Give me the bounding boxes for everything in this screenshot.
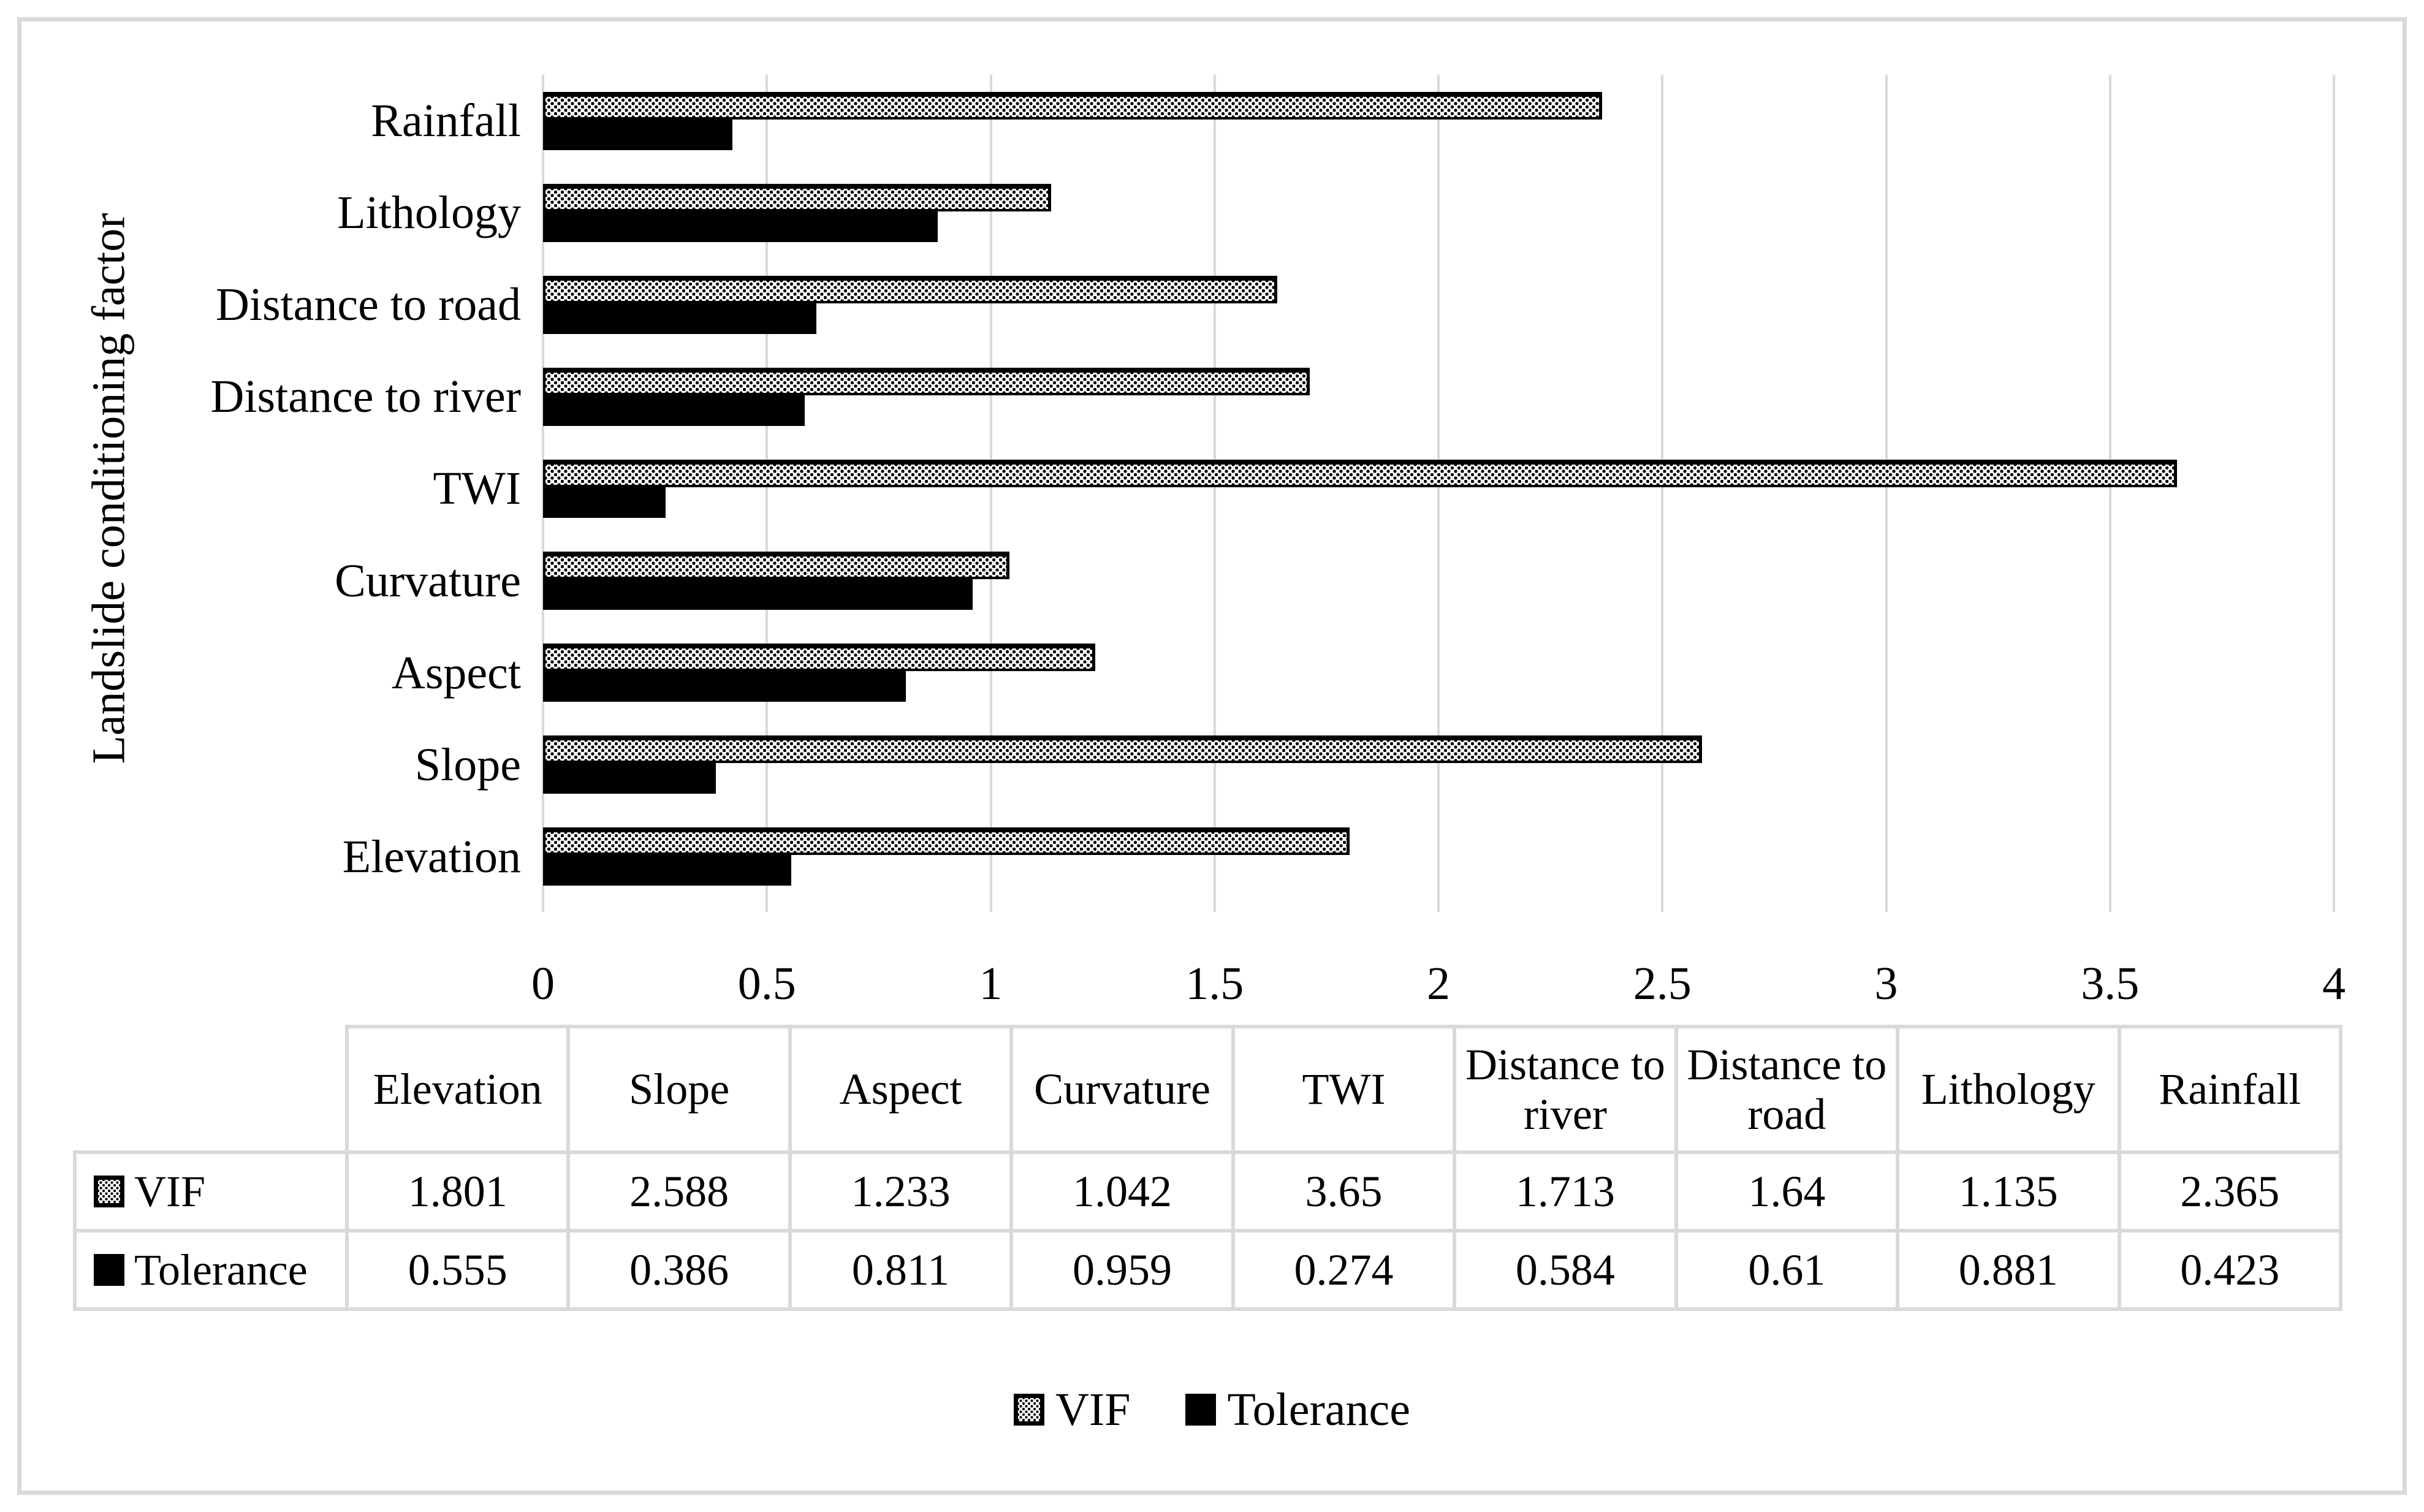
vif-bar bbox=[543, 827, 1350, 856]
table-column-header: Distance to road bbox=[1674, 1025, 1900, 1154]
vif-bar bbox=[543, 735, 1702, 764]
legend-label: Tolerance bbox=[1227, 1383, 1410, 1435]
vif-bar bbox=[543, 460, 2178, 487]
gridline bbox=[1661, 75, 1664, 912]
table-value-cell: 1.64 bbox=[1674, 1150, 1900, 1233]
legend-item: VIF bbox=[1014, 1383, 1130, 1437]
gridline bbox=[766, 75, 769, 912]
gridline bbox=[1213, 75, 1216, 912]
table-value-cell: 0.555 bbox=[344, 1229, 571, 1311]
summary-table: Elevation Slope Aspect Curvature TWI Distance… bbox=[73, 1025, 2342, 1311]
x-axis-tick-label: 3 bbox=[1874, 958, 1898, 1009]
table-column-header: Aspect bbox=[788, 1025, 1014, 1154]
tolerance-bar bbox=[543, 211, 938, 242]
vif-bar bbox=[543, 552, 1010, 580]
table-value-cell: 0.584 bbox=[1453, 1229, 1678, 1311]
table-corner-cell bbox=[75, 1027, 349, 1154]
tolerance-swatch-icon bbox=[1185, 1394, 1217, 1426]
category-label: Curvature bbox=[335, 555, 521, 607]
legend-item: Tolerance bbox=[1185, 1383, 1410, 1437]
table-row: Tolerance 0.555 0.386 0.811 0.959 0.274 0.584 0… bbox=[73, 1229, 2342, 1311]
table-column-header: Slope bbox=[566, 1025, 792, 1154]
x-axis-tick-label: 2.5 bbox=[1633, 958, 1692, 1009]
table-column-header: Curvature bbox=[1009, 1025, 1235, 1154]
tolerance-bar bbox=[543, 763, 716, 794]
category-label: Elevation bbox=[342, 830, 521, 883]
series-label: VIF bbox=[134, 1166, 206, 1216]
table-value-cell: 0.959 bbox=[1009, 1229, 1235, 1311]
tolerance-bar bbox=[543, 855, 792, 886]
tolerance-bar bbox=[543, 487, 666, 518]
table-value-cell: 1.135 bbox=[1896, 1150, 2121, 1233]
category-label: Slope bbox=[414, 739, 521, 791]
table-value-cell: 2.365 bbox=[2117, 1150, 2342, 1233]
category-label: Lithology bbox=[337, 187, 521, 239]
table-value-cell: 2.588 bbox=[566, 1150, 792, 1233]
x-axis-tick-label: 1 bbox=[979, 958, 1003, 1009]
legend-label: VIF bbox=[1055, 1383, 1131, 1435]
x-axis-tick-label: 0.5 bbox=[737, 958, 796, 1009]
gridline bbox=[1885, 75, 1888, 912]
series-row-label: VIF bbox=[73, 1150, 349, 1233]
gridline bbox=[2108, 75, 2111, 912]
x-axis-tick-label: 0 bbox=[531, 958, 555, 1009]
table-row: VIF 1.801 2.588 1.233 1.042 3.65 1.713 1.64 1.13… bbox=[73, 1150, 2342, 1233]
table-value-cell: 1.042 bbox=[1009, 1150, 1235, 1233]
table-column-header: Lithology bbox=[1896, 1025, 2121, 1154]
vif-swatch-icon bbox=[94, 1176, 124, 1207]
x-axis-tick-label: 3.5 bbox=[2081, 958, 2140, 1009]
vif-bar bbox=[543, 367, 1310, 395]
x-axis-tick-label: 2 bbox=[1427, 958, 1450, 1009]
gridline bbox=[989, 75, 992, 912]
table-value-cell: 0.61 bbox=[1674, 1229, 1900, 1311]
tolerance-swatch-icon bbox=[94, 1254, 124, 1286]
category-label: Distance to road bbox=[215, 279, 521, 331]
table-value-cell: 0.811 bbox=[788, 1229, 1014, 1311]
table-column-header: TWI bbox=[1231, 1025, 1457, 1154]
vif-bar bbox=[543, 644, 1095, 672]
tolerance-bar bbox=[543, 303, 816, 334]
vif-swatch-icon bbox=[1014, 1394, 1045, 1426]
series-label: Tolerance bbox=[134, 1245, 308, 1294]
vif-bar bbox=[543, 183, 1052, 211]
tolerance-bar bbox=[543, 395, 805, 426]
table-value-cell: 0.881 bbox=[1896, 1229, 2121, 1311]
table-value-cell: 1.801 bbox=[344, 1150, 571, 1233]
table-value-cell: 0.386 bbox=[566, 1229, 792, 1311]
table-value-cell: 0.274 bbox=[1231, 1229, 1457, 1311]
table-column-header: Rainfall bbox=[2117, 1025, 2342, 1154]
vif-bar bbox=[543, 275, 1278, 303]
category-label: TWI bbox=[433, 463, 521, 515]
tolerance-bar bbox=[543, 119, 732, 150]
gridline bbox=[2333, 75, 2335, 912]
table-value-cell: 0.423 bbox=[2117, 1229, 2342, 1311]
tolerance-bar bbox=[543, 671, 906, 702]
category-label: Rainfall bbox=[371, 95, 521, 146]
x-axis-tick-label: 4 bbox=[2322, 958, 2346, 1009]
category-label: Aspect bbox=[391, 647, 521, 699]
x-axis-tick-label: 1.5 bbox=[1185, 958, 1244, 1009]
legend: VIF Tolerance bbox=[0, 1376, 2424, 1443]
gridline bbox=[1437, 75, 1440, 912]
table-value-cell: 3.65 bbox=[1231, 1150, 1457, 1233]
category-label: Distance to river bbox=[210, 371, 521, 423]
vif-bar bbox=[543, 91, 1602, 120]
table-column-header: Distance to river bbox=[1453, 1025, 1678, 1154]
table-column-header: Elevation bbox=[344, 1025, 571, 1154]
y-axis-title: Landslide conditioning factor bbox=[83, 213, 135, 764]
series-row-label: Tolerance bbox=[73, 1229, 349, 1311]
table-value-cell: 1.233 bbox=[788, 1150, 1014, 1233]
table-value-cell: 1.713 bbox=[1453, 1150, 1678, 1233]
tolerance-bar bbox=[543, 579, 973, 610]
